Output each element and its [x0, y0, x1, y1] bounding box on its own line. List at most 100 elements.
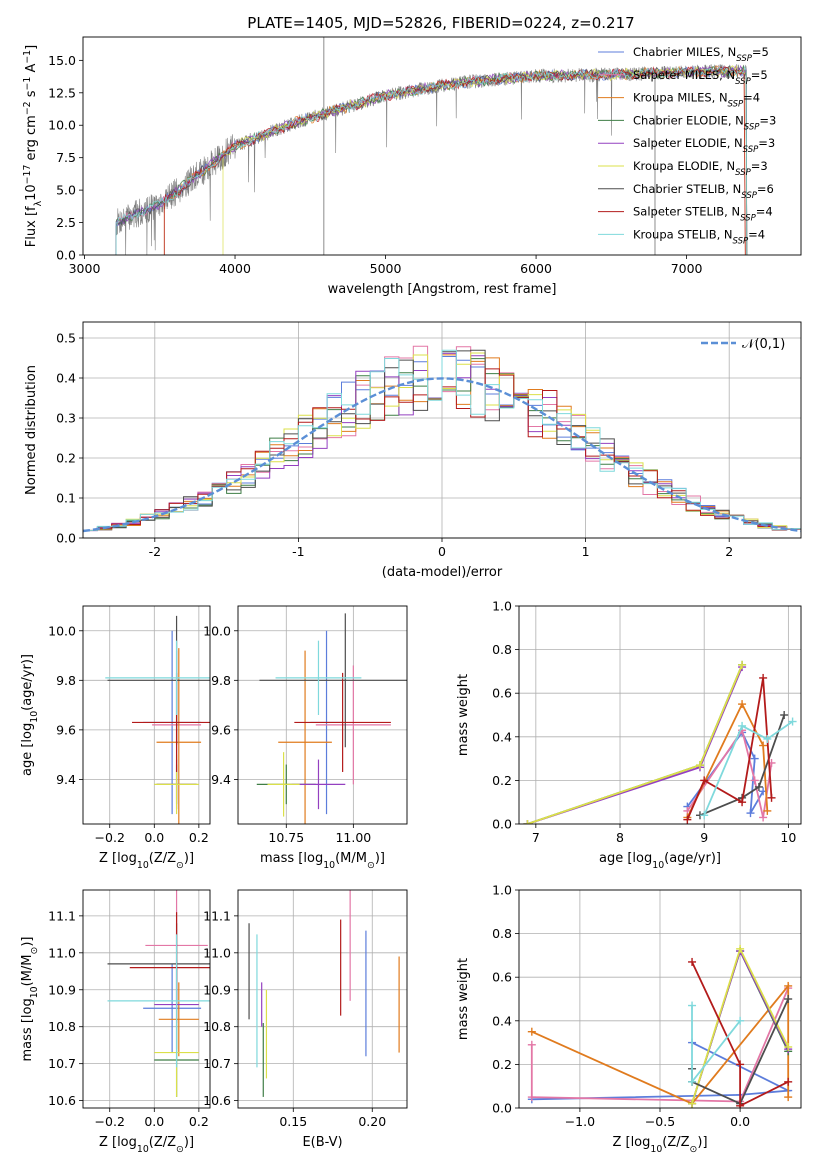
- weight-line-8: [703, 720, 794, 816]
- tick-label-y: 10.9: [203, 982, 231, 997]
- y-axis-label: Flux [fλ10−17 erg cm−2 s−1 A−1]: [22, 45, 44, 247]
- tick-label-y: 9.4: [56, 772, 76, 787]
- label-part: age [log: [599, 851, 652, 866]
- tick-label-x: 0.2: [189, 830, 209, 845]
- tick-label-y: 0.6: [492, 686, 512, 701]
- tick-label-y: 9.6: [211, 722, 231, 737]
- legend-label-4: Salpeter ELODIE, NSSP=3: [633, 136, 775, 155]
- tick-label-y: 0.4: [492, 1013, 512, 1028]
- axes-frame: [82, 321, 802, 539]
- legend-count: =4: [748, 227, 765, 241]
- tick-label-x: 8: [616, 830, 624, 845]
- tick-label-y: 0.6: [492, 970, 512, 985]
- tick-label-x: -1: [292, 544, 304, 559]
- label-part: 10: [29, 711, 40, 723]
- tick-label-x: 0.20: [358, 1114, 386, 1129]
- tick-label-x: 4000: [219, 261, 251, 276]
- legend-subscript: SSP: [735, 77, 751, 87]
- tick-label-y: 10.6: [203, 1093, 231, 1108]
- x-axis-label: mass [log10(M/M⊙)]: [260, 851, 385, 871]
- y-axis-label: mass weight: [456, 958, 471, 1040]
- tick-label-y: 15.0: [48, 53, 76, 68]
- label-part: (age/yr)]: [664, 851, 721, 866]
- plot-area: [107, 890, 210, 1097]
- axes-frame: [237, 605, 408, 825]
- tick-label-y: 10.7: [48, 1056, 76, 1071]
- tick-label-x: 9: [700, 830, 708, 845]
- plot-area: [523, 660, 797, 824]
- label-part: Z [log: [99, 851, 137, 866]
- chart-title: PLATE=1405, MJD=52826, FIBERID=0224, z=0…: [247, 14, 634, 32]
- tick-label-y: 9.4: [211, 772, 231, 787]
- legend-gaussian-label: 𝒩(0,1): [742, 337, 785, 352]
- label-part: 10: [24, 184, 39, 201]
- tick-label-y: 12.5: [48, 85, 76, 100]
- panel-age_vs_Z: −0.2 0.0 0.29.49.69.810.0Z [log10(Z/Z⊙)]ag…: [20, 605, 211, 871]
- label-part: 10: [323, 860, 335, 871]
- tick-label-x: 7: [532, 830, 540, 845]
- tick-label-y: 5.0: [56, 183, 76, 198]
- label-part: ⊙: [176, 860, 184, 871]
- legend-model-name: Chabrier ELODIE, N: [633, 113, 744, 127]
- panel-mass_vs_Z: −0.2 0.0 0.2 10.6 10.7 10.8 10.9 11.0 11.1 Z [log…: [20, 889, 211, 1155]
- gaussian-reference: [83, 377, 801, 533]
- label-part: Z [log: [99, 1135, 137, 1150]
- label-part: mass [log: [20, 998, 35, 1061]
- legend-count: =5: [752, 45, 769, 59]
- tick-label-y: 9.8: [56, 673, 76, 688]
- legend-model-name: Salpeter MILES, N: [633, 68, 735, 82]
- legend-model-name: Chabrier STELIB, N: [633, 182, 741, 196]
- plot-area: [527, 944, 793, 1108]
- weight-line-1: [686, 728, 773, 818]
- weight-line-2: [686, 702, 769, 818]
- panel-weight_vs_Z: −1.0 −0.5 0.0 0.0 0.2 0.4 0.6 0.8 1.0 Z [log10(Z/…: [456, 883, 802, 1155]
- legend-model-name: Kroupa STELIB, N: [633, 227, 733, 241]
- legend-label-1: Salpeter MILES, NSSP=5: [633, 68, 768, 87]
- tick-label-y: 0.1: [56, 491, 76, 506]
- tick-label-x: −0.5: [645, 1114, 675, 1129]
- legend-label-8: Kroupa STELIB, NSSP=4: [633, 227, 765, 246]
- label-part: (Z/Z: [662, 1135, 689, 1150]
- tick-label-x: 5000: [370, 261, 402, 276]
- label-part: erg cm: [24, 115, 39, 164]
- y-axis-label: Normed distribution: [24, 365, 39, 495]
- tick-label-y: 0.2: [56, 451, 76, 466]
- label-part: )]: [184, 1135, 194, 1150]
- legend-model-name: Salpeter STELIB, N: [633, 205, 740, 219]
- axes-frame: [82, 36, 802, 256]
- x-axis-label: Z [log10(Z/Z⊙)]: [99, 851, 194, 871]
- label-part: 10: [652, 860, 664, 871]
- legend-label-5: Kroupa ELODIE, NSSP=3: [633, 159, 768, 178]
- axes-frame: [518, 605, 802, 825]
- tick-label-y: 11.1: [48, 908, 76, 923]
- y-axis-label: age [log10(age/yr)]: [20, 654, 40, 776]
- tick-label-x: 2: [725, 544, 733, 559]
- label-part: ⊙: [29, 947, 40, 955]
- tick-label-y: 9.6: [56, 722, 76, 737]
- label-part: mass [log: [260, 851, 323, 866]
- legend-model-name: Salpeter ELODIE, N: [633, 136, 743, 150]
- tick-label-y: 0.0: [492, 1101, 512, 1116]
- label-part: )]: [375, 851, 385, 866]
- tick-label-y: 10.0: [203, 623, 231, 638]
- x-axis-label: (data-model)/error: [382, 565, 503, 580]
- tick-label-x: 3000: [69, 261, 101, 276]
- legend-label-6: Chabrier STELIB, NSSP=6: [633, 182, 774, 201]
- tick-label-y: 9.8: [211, 673, 231, 688]
- panel-spectrum: 3000 4000 5000 6000 7000 0.0 2.5 5.0 7.5 10.0 12.5…: [22, 36, 802, 297]
- tick-label-x: 7000: [671, 261, 703, 276]
- legend-label-3: Chabrier ELODIE, NSSP=3: [633, 113, 776, 132]
- model-spectrum-6: [115, 64, 748, 255]
- legend-label-2: Kroupa MILES, NSSP=4: [633, 91, 760, 110]
- label-part: (Z/Z: [149, 851, 176, 866]
- weight-line-7: [691, 961, 789, 1108]
- plot-area: [83, 345, 801, 533]
- tick-label-y: 0.0: [56, 531, 76, 546]
- label-part: 10: [137, 1144, 149, 1155]
- panel-residual_hist: -2 -1 0 1 2 0.0 0.1 0.2 0.3 0.4 0.5 (data-model)/er…: [24, 321, 802, 580]
- tick-label-y: 0.3: [56, 411, 76, 426]
- tick-label-x: 0.0: [144, 1114, 164, 1129]
- tick-label-x: 0.2: [189, 1114, 209, 1129]
- legend-subscript: SSP: [733, 236, 749, 246]
